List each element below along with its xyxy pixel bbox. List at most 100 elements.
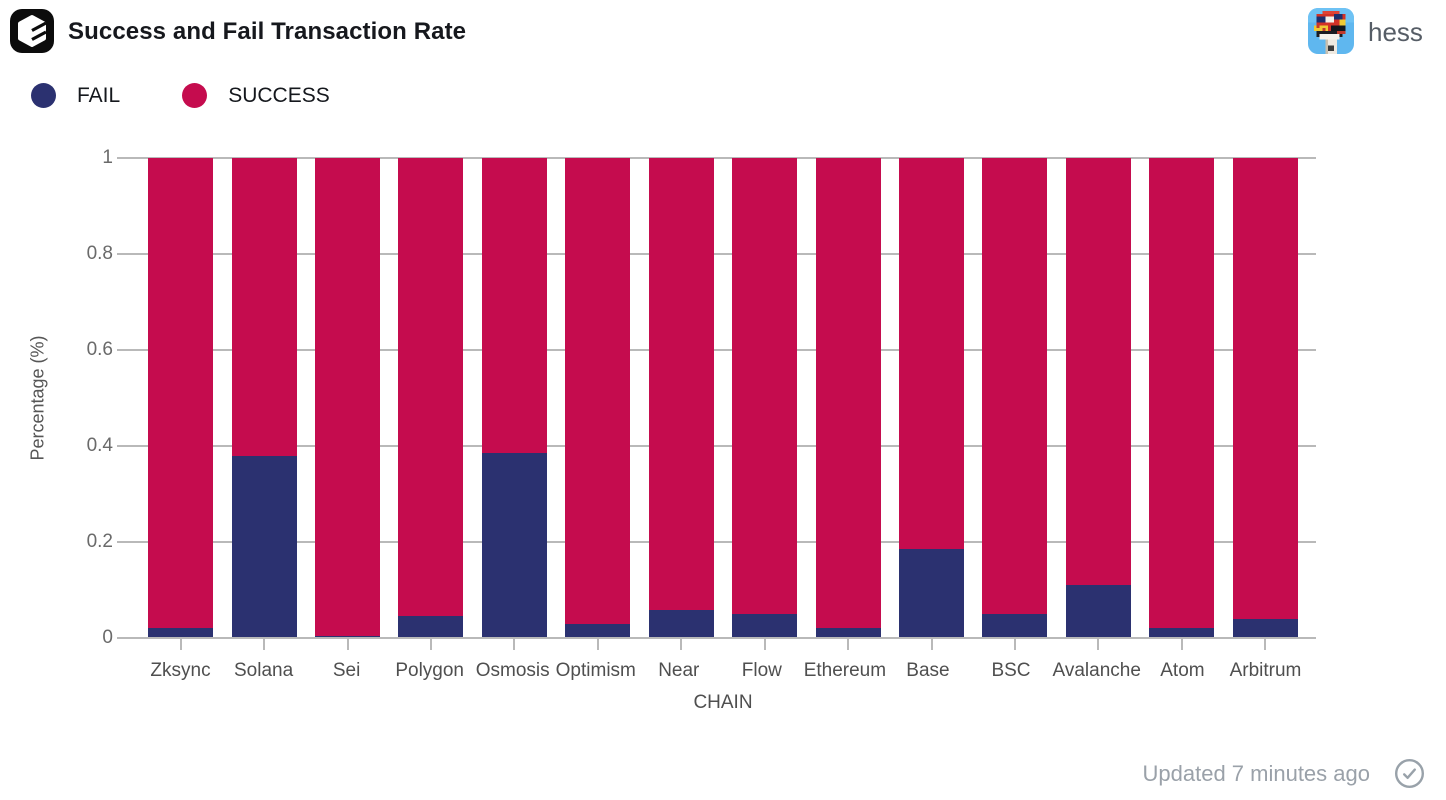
x-tick-label: BSC [991, 660, 1031, 681]
fail-segment[interactable] [565, 623, 631, 638]
stacked-bar-osmosis[interactable] [481, 158, 547, 638]
x-tick-label: Near [658, 660, 700, 681]
success-color-dot [182, 83, 208, 108]
fail-segment[interactable] [1149, 628, 1215, 638]
fail-segment[interactable] [481, 453, 547, 638]
fail-segment[interactable] [398, 616, 464, 638]
x-tick-label: Solana [233, 660, 294, 681]
x-axis-line [130, 637, 1316, 639]
y-tick-label: 0.6 [86, 339, 113, 360]
fail-segment[interactable] [982, 614, 1048, 638]
fail-segment[interactable] [231, 455, 297, 638]
bar-group [1057, 158, 1140, 650]
bar-group [556, 158, 639, 650]
fail-segment[interactable] [1065, 585, 1131, 638]
status-check-icon [1394, 758, 1425, 789]
stacked-bar-avalanche[interactable] [1065, 158, 1131, 638]
success-segment[interactable] [481, 158, 547, 454]
x-axis-tick [1180, 638, 1183, 650]
flipside-logo-icon[interactable] [10, 9, 54, 53]
success-segment[interactable] [1232, 158, 1298, 619]
x-tick-label: Arbitrum [1229, 660, 1302, 681]
bar-group [723, 158, 806, 650]
stacked-bar-arbitrum[interactable] [1232, 158, 1298, 638]
x-axis-tick [263, 638, 266, 650]
username[interactable]: hess [1368, 16, 1423, 47]
bar-group [806, 158, 889, 650]
fail-segment[interactable] [899, 549, 964, 638]
success-segment[interactable] [231, 158, 297, 456]
bar-group [890, 158, 973, 650]
success-segment[interactable] [315, 158, 381, 636]
success-segment[interactable] [1149, 158, 1215, 629]
y-axis-tick [117, 637, 131, 639]
stacked-bar-sei[interactable] [315, 158, 381, 638]
y-tick-label: 0 [102, 627, 113, 648]
bar-group [306, 158, 389, 650]
success-segment[interactable] [1065, 158, 1131, 586]
y-axis-tick [117, 445, 131, 447]
success-segment[interactable] [648, 158, 714, 611]
x-axis-tick [596, 638, 599, 650]
stacked-bar-ethereum[interactable] [815, 158, 881, 638]
gridline [130, 349, 1316, 351]
legend-label: FAIL [77, 83, 121, 107]
fail-segment[interactable] [1232, 618, 1298, 638]
gridline [130, 157, 1316, 159]
stacked-bar-near[interactable] [648, 158, 714, 638]
success-segment[interactable] [815, 158, 881, 629]
success-segment[interactable] [148, 158, 214, 629]
x-axis-title: CHAIN [693, 692, 753, 713]
stacked-bar-base[interactable] [899, 158, 964, 638]
header: Success and Fail Transaction Rate hess [0, 0, 1446, 64]
y-tick-label: 0.4 [86, 435, 113, 456]
fail-segment[interactable] [815, 628, 881, 638]
x-axis-tick [513, 638, 516, 650]
legend-item-fail[interactable]: FAIL [31, 83, 120, 108]
stacked-bar-atom[interactable] [1149, 158, 1215, 638]
plot-area: Zksync Solana Sei Polygon Osmosis Optimism Nea… [87, 148, 1316, 713]
y-axis-tick [117, 253, 131, 255]
stacked-bar-polygon[interactable] [398, 158, 464, 638]
x-tick-label: Ethereum [803, 660, 887, 681]
legend-item-success[interactable]: SUCCESS [182, 83, 330, 108]
stacked-bar-flow[interactable] [732, 158, 798, 638]
x-tick-label: Atom [1160, 660, 1205, 681]
stacked-bar-optimism[interactable] [565, 158, 631, 638]
gridline [130, 445, 1316, 447]
fail-segment[interactable] [315, 635, 381, 638]
x-tick-label: Osmosis [475, 660, 550, 681]
chart-legend: FAIL SUCCESS [31, 83, 330, 108]
x-tick-label: Sei [332, 660, 361, 681]
stacked-bar-zksync[interactable] [148, 158, 214, 638]
x-tick-label: Flow [741, 660, 782, 681]
y-axis-title: Percentage (%) [27, 335, 48, 461]
fail-segment[interactable] [148, 628, 214, 638]
bars-row [130, 158, 1316, 650]
fail-segment[interactable] [732, 614, 798, 638]
success-segment[interactable] [398, 158, 464, 617]
gridline [130, 541, 1316, 543]
success-segment[interactable] [982, 158, 1048, 614]
x-tick-label: Avalanche [1052, 660, 1141, 681]
success-segment[interactable] [899, 158, 964, 550]
bar-group [139, 158, 222, 650]
updated-timestamp: Updated 7 minutes ago [1142, 760, 1371, 786]
x-tick-label: Polygon [395, 660, 464, 681]
success-segment[interactable] [732, 158, 798, 614]
stacked-bar-bsc[interactable] [982, 158, 1048, 638]
x-axis-tick [847, 638, 850, 650]
success-segment[interactable] [565, 158, 631, 624]
x-axis-tick [680, 638, 683, 650]
stacked-bar-solana[interactable] [231, 158, 297, 638]
y-tick-label: 0.8 [86, 243, 113, 264]
x-axis-tick [429, 638, 432, 650]
user-avatar[interactable] [1308, 8, 1354, 54]
x-axis-tick [930, 638, 933, 650]
fail-segment[interactable] [648, 610, 714, 638]
y-axis-tick [117, 541, 131, 543]
footer: Updated 7 minutes ago [1143, 758, 1426, 789]
bar-group [1223, 158, 1306, 650]
x-axis-tick [1264, 638, 1267, 650]
bar-group [222, 158, 305, 650]
